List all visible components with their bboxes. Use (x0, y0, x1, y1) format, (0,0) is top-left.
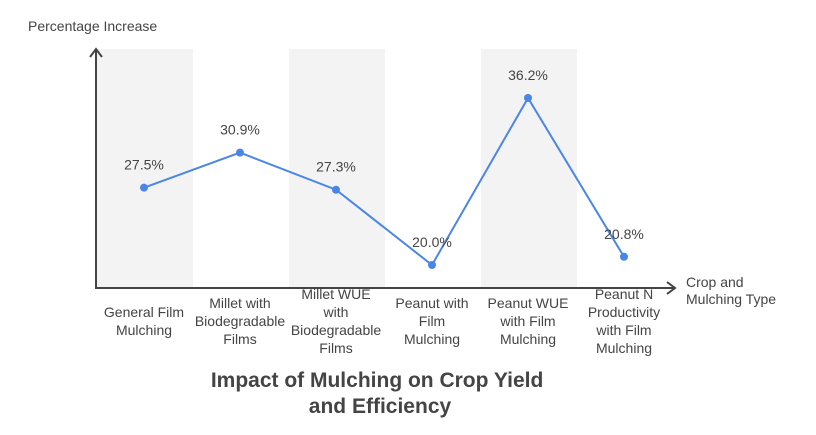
x-tick-label-line: Mulching (404, 331, 460, 347)
data-point (236, 148, 244, 157)
x-tick-label-line: with Film (499, 313, 555, 329)
x-tick-label-line: with (323, 304, 349, 320)
chart-title-line: Impact of Mulching on Crop Yield (211, 369, 544, 392)
x-tick-label-line: Mulching (500, 331, 556, 347)
chart-title: Impact of Mulching on Crop Yield and Eff… (211, 369, 549, 418)
series-line-path (143, 96, 625, 267)
x-tick-label-line: Biodegradable (195, 313, 286, 329)
x-axis-label: Crop and Mulching Type (686, 274, 776, 307)
data-point (332, 185, 340, 194)
x-tick-label: General Film Mulching (104, 304, 184, 338)
x-tick-label-line: Film (419, 313, 445, 329)
x-tick-label-line: Biodegradable (291, 322, 382, 338)
x-tick-label-line: General Film (104, 304, 184, 320)
x-tick-label-line: Mulching (596, 340, 652, 356)
x-tick-label: Millet with Biodegradable Films (195, 295, 286, 347)
x-tick-label-line: Millet WUE (301, 286, 370, 302)
chart-title-line: and Efficiency (309, 395, 452, 418)
x-tick-label-line: Peanut N (595, 286, 653, 302)
x-axis-label-line: Crop and (686, 274, 744, 290)
category-band (97, 49, 193, 287)
x-tick-label-line: Peanut WUE (488, 295, 569, 311)
x-tick-label-line: Mulching (116, 322, 172, 338)
category-band (289, 49, 385, 287)
x-tick-label: Peanut N Productivity with Film Mulching (588, 286, 660, 356)
x-tick-label-line: Productivity (588, 304, 660, 320)
x-tick-labels: General Film Mulching Millet with Biodegrad… (104, 286, 660, 356)
series-line: 27.5% 30.9% 27.3% 20.0% 36.2% 20.8% (124, 67, 644, 269)
data-label: 36.2% (508, 67, 548, 83)
x-axis-label-line: Mulching Type (686, 291, 776, 307)
y-axis-arrow-icon (89, 47, 103, 58)
data-point (620, 252, 628, 261)
data-label: 27.3% (316, 159, 356, 175)
x-tick-label-line: Peanut with (395, 295, 468, 311)
data-point (524, 93, 532, 102)
data-label: 30.9% (220, 122, 260, 138)
axes (89, 47, 677, 295)
category-band (481, 49, 577, 287)
x-tick-label: Peanut WUE with Film Mulching (488, 295, 569, 347)
data-label: 20.0% (412, 234, 452, 250)
x-tick-label-line: with Film (595, 322, 651, 338)
data-point (428, 261, 436, 269)
data-label: 27.5% (124, 157, 164, 173)
y-axis-label: Percentage Increase (28, 18, 157, 34)
x-tick-label-line: Films (223, 331, 256, 347)
data-point (140, 183, 148, 192)
x-tick-label-line: Films (319, 340, 352, 356)
x-tick-label-line: Millet with (209, 295, 270, 311)
x-tick-label: Peanut with Film Mulching (395, 295, 468, 347)
x-tick-label: Millet WUE with Biodegradable Films (291, 286, 382, 356)
category-bands (97, 49, 577, 287)
x-axis-arrow-icon (666, 281, 677, 295)
data-label: 20.8% (604, 226, 644, 242)
